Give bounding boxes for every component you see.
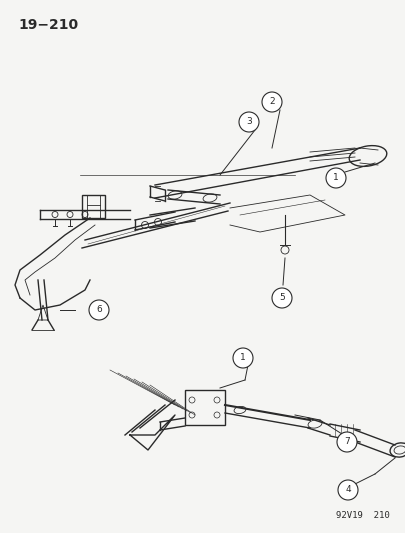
Text: 2: 2	[269, 98, 275, 107]
Circle shape	[89, 300, 109, 320]
Text: 92V19  210: 92V19 210	[336, 511, 390, 520]
Text: 5: 5	[279, 294, 285, 303]
Circle shape	[239, 112, 259, 132]
Text: 19−210: 19−210	[18, 18, 78, 32]
Circle shape	[233, 348, 253, 368]
Circle shape	[338, 480, 358, 500]
Text: 4: 4	[345, 486, 351, 495]
Circle shape	[262, 92, 282, 112]
Text: 3: 3	[246, 117, 252, 126]
Circle shape	[337, 432, 357, 452]
Text: 7: 7	[344, 438, 350, 447]
Text: 1: 1	[240, 353, 246, 362]
Text: 1: 1	[333, 174, 339, 182]
Circle shape	[326, 168, 346, 188]
Text: 6: 6	[96, 305, 102, 314]
Circle shape	[272, 288, 292, 308]
